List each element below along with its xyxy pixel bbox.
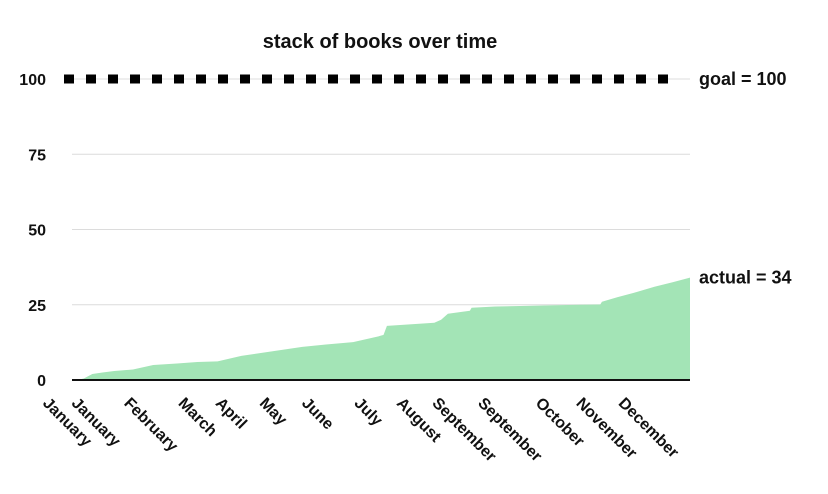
- y-tick-label: 75: [28, 147, 46, 164]
- x-tick-label: July: [351, 395, 386, 430]
- y-tick-label: 50: [28, 223, 46, 240]
- actual-annotation: actual = 34: [699, 268, 792, 288]
- area-series: [72, 277, 690, 380]
- x-tick-label: June: [298, 395, 336, 433]
- gridlines: [72, 78, 690, 306]
- annotations: goal = 100 actual = 34: [699, 69, 792, 288]
- y-tick-label: 0: [37, 373, 46, 390]
- area-series-actual: [72, 277, 690, 380]
- x-tick-label: February: [120, 395, 181, 456]
- y-axis-ticks: 0 25 50 75 100: [19, 72, 46, 390]
- y-tick-label: 25: [28, 298, 46, 315]
- y-tick-label: 100: [19, 72, 46, 89]
- x-tick-label: March: [175, 395, 220, 440]
- x-tick-label: May: [256, 395, 290, 429]
- goal-annotation: goal = 100: [699, 69, 787, 89]
- chart-title: stack of books over time: [263, 31, 498, 53]
